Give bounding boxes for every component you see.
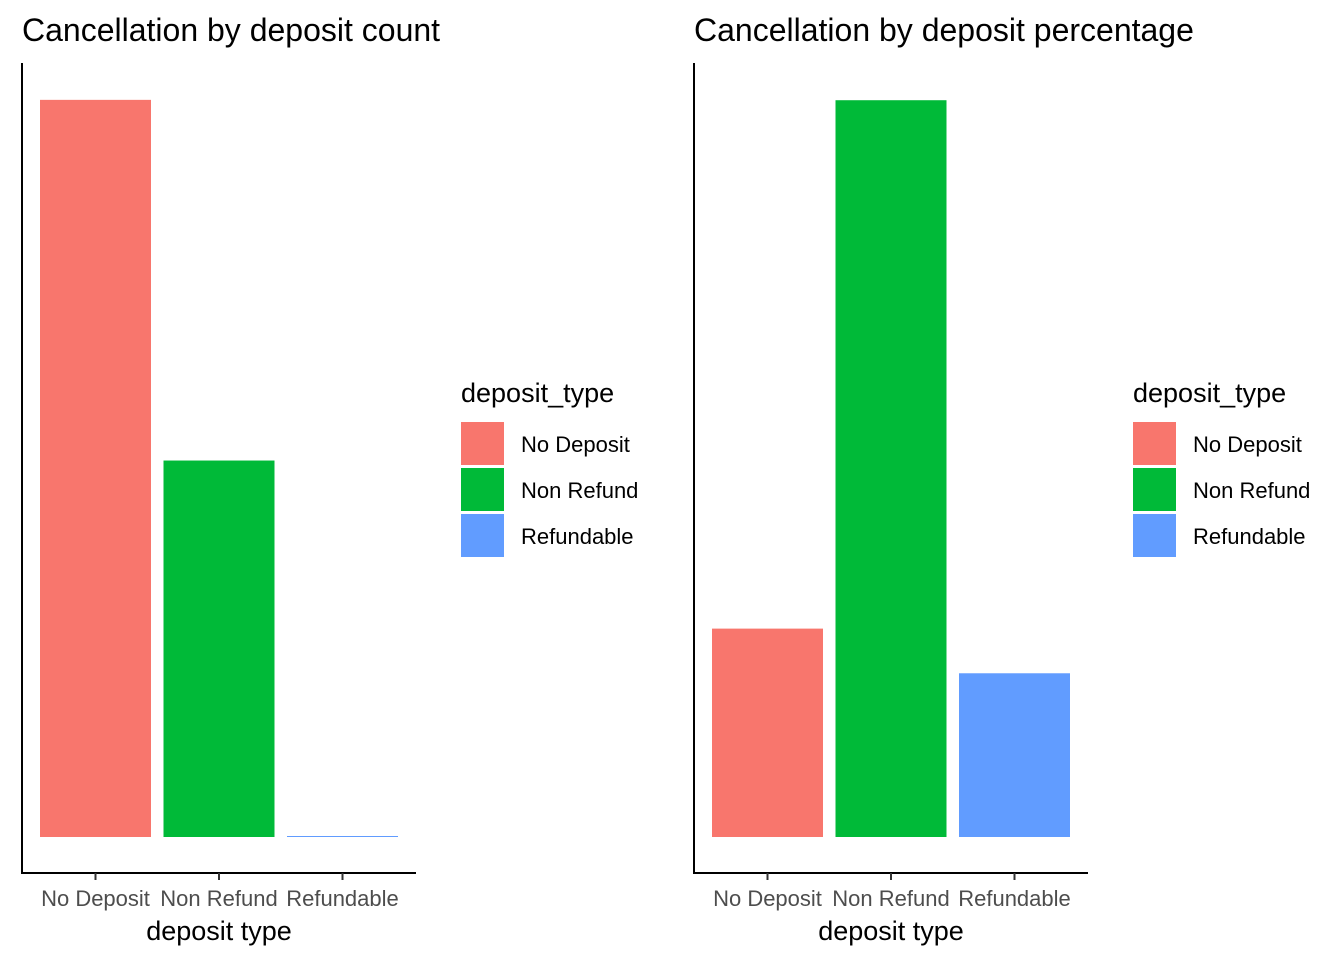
legend-title: deposit_type [1133, 378, 1286, 408]
bar-non-refund [835, 100, 947, 837]
chart-title: Cancellation by deposit count [22, 12, 440, 48]
legend-label: Refundable [521, 524, 634, 549]
bar-no-deposit [712, 628, 823, 837]
x-axis-title: deposit type [146, 916, 292, 946]
legend-label: Non Refund [521, 478, 638, 503]
bar-refundable [287, 836, 398, 837]
legend-title: deposit_type [461, 378, 614, 408]
x-tick-label: Refundable [286, 886, 399, 911]
chart-title: Cancellation by deposit percentage [694, 12, 1194, 48]
bar-refundable [959, 673, 1070, 837]
legend-label: No Deposit [521, 432, 630, 457]
chart-panel-count: Cancellation by deposit count No Deposit… [21, 12, 638, 946]
x-tick-label: Non Refund [832, 886, 949, 911]
x-tick-group: No Deposit Non Refund Refundable [41, 873, 399, 911]
x-tick-group: No Deposit Non Refund Refundable [713, 873, 1071, 911]
legend-key [1133, 514, 1176, 557]
legend-key [461, 422, 504, 465]
bar-group [40, 99, 398, 838]
legend-label: Refundable [1193, 524, 1306, 549]
legend-key [1133, 468, 1176, 511]
legend-label: Non Refund [1193, 478, 1310, 503]
chart-panel-percentage: Cancellation by deposit percentage No De… [693, 12, 1310, 946]
legend-key [461, 468, 504, 511]
bar-non-refund [163, 460, 275, 837]
legend-key [1133, 422, 1176, 465]
legend-key [461, 514, 504, 557]
x-axis-title: deposit type [818, 916, 964, 946]
bar-no-deposit [40, 99, 151, 838]
x-tick-label: Refundable [958, 886, 1071, 911]
x-tick-label: Non Refund [160, 886, 277, 911]
legend: deposit_type No Deposit Non Refund Refundab… [1133, 378, 1310, 557]
x-tick-label: No Deposit [713, 886, 822, 911]
legend-label: No Deposit [1193, 432, 1302, 457]
legend: deposit_type No Deposit Non Refund Refundab… [461, 378, 638, 557]
bar-group [712, 100, 1070, 837]
x-tick-label: No Deposit [41, 886, 150, 911]
